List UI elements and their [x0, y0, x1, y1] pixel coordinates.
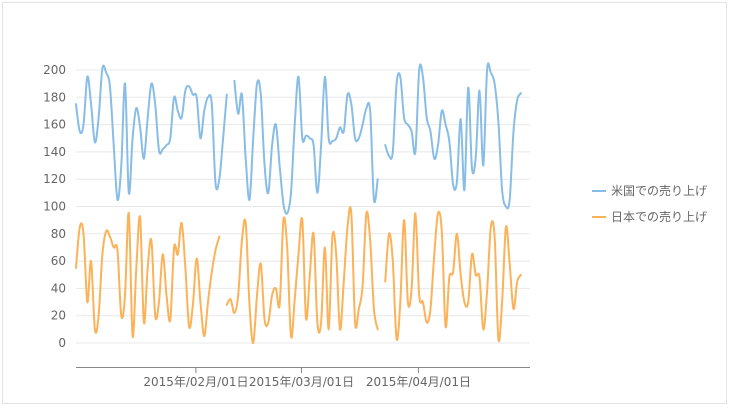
y-tick-label-40: 40	[51, 281, 66, 295]
x-tick-label-1: 2015年/03月/01日	[249, 375, 354, 389]
x-tick-label-2: 2015年/04月/01日	[366, 375, 471, 389]
y-tick-label-120: 120	[43, 172, 66, 186]
series-line-us-sales-segment-2	[384, 62, 522, 210]
legend: 米国での売り上げ 日本での売り上げ	[592, 183, 707, 224]
y-tick-label-180: 180	[43, 90, 66, 104]
series-line-japan-sales-segment-0	[75, 212, 221, 339]
legend-label-us-sales: 米国での売り上げ	[611, 183, 707, 198]
y-tick-label-20: 20	[51, 309, 66, 323]
legend-label-japan-sales: 日本での売り上げ	[611, 209, 707, 224]
chart-frame	[2, 2, 727, 404]
y-tick-label-140: 140	[43, 145, 66, 159]
series-lines	[75, 62, 522, 345]
y-tick-label-160: 160	[43, 118, 66, 132]
y-tick-label-0: 0	[58, 336, 66, 350]
series-line-us-sales-segment-1	[233, 75, 379, 215]
y-axis-ticks: 0 20 40 60 80 100 120 140 160 180 200	[43, 63, 66, 350]
x-axis: 2015年/02月/01日 2015年/03月/01日 2015年/04月/01日	[76, 367, 530, 389]
y-tick-label-60: 60	[51, 254, 66, 268]
y-tick-label-80: 80	[51, 227, 66, 241]
gridlines	[76, 69, 530, 344]
x-tick-label-0: 2015年/02月/01日	[143, 375, 248, 389]
y-tick-label-100: 100	[43, 200, 66, 214]
y-tick-label-200: 200	[43, 63, 66, 77]
series-line-japan-sales-segment-2	[384, 210, 522, 343]
series-line-japan-sales-segment-1	[225, 206, 379, 345]
series-line-us-sales-segment-0	[75, 64, 228, 202]
